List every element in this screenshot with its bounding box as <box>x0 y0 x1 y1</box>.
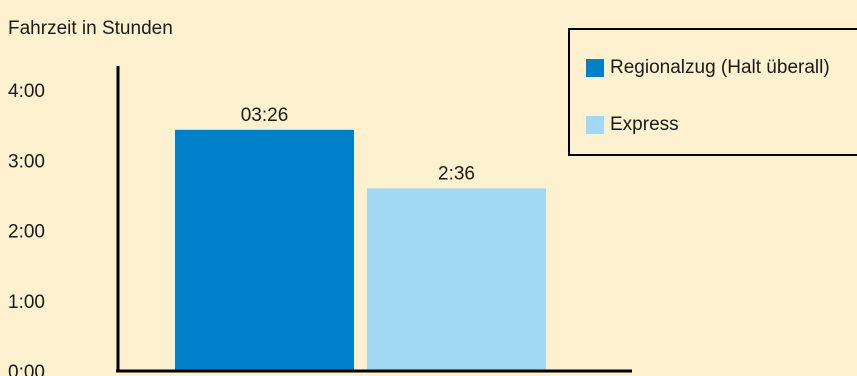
bar-value-labels: 03:26 2:36 <box>241 105 475 185</box>
y-tick-label: 3:00 <box>8 151 45 172</box>
bar-value-label: 03:26 <box>241 105 289 126</box>
legend-swatch-express <box>586 116 604 134</box>
y-tick-label: 4:00 <box>8 81 45 102</box>
bar-value-label: 2:36 <box>438 163 475 184</box>
legend-label-regionalzug: Regionalzug (Halt überall) <box>610 57 830 78</box>
y-tick-label: 1:00 <box>8 292 45 313</box>
y-tick-label: 0:00 <box>8 362 45 376</box>
legend-label-express: Express <box>610 114 679 135</box>
bar-1 <box>367 188 546 371</box>
legend-item-regionalzug: Regionalzug (Halt überall) <box>586 57 830 79</box>
y-axis-ticks: 0:00 1:00 2:00 3:00 4:00 <box>8 81 45 376</box>
bar-0 <box>175 129 354 371</box>
bars <box>175 129 546 371</box>
legend: Regionalzug (Halt überall) Express <box>568 28 857 156</box>
legend-swatch-regionalzug <box>586 59 604 77</box>
y-tick-label: 2:00 <box>8 222 45 243</box>
y-axis-title: Fahrzeit in Stunden <box>8 18 173 39</box>
legend-item-express: Express <box>586 114 679 136</box>
